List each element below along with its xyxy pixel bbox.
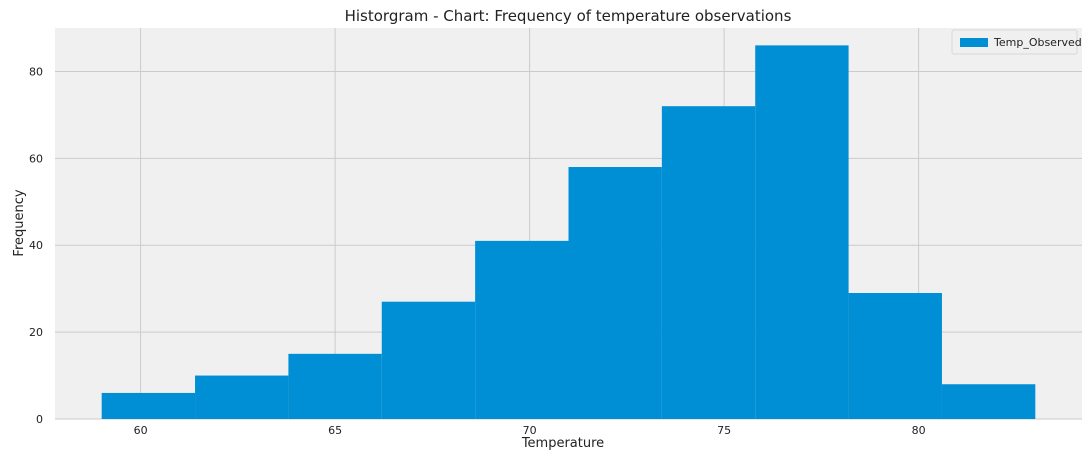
x-tick-label: 60 <box>134 424 148 437</box>
histogram-bars <box>101 45 1036 419</box>
histogram-bar <box>288 353 382 419</box>
y-axis-ticks: 0 20 40 60 80 <box>29 65 43 426</box>
legend-swatch <box>960 38 988 47</box>
y-tick-label: 60 <box>29 152 43 165</box>
chart-title: Historgram - Chart: Frequency of tempera… <box>345 7 792 25</box>
y-tick-label: 80 <box>29 65 43 78</box>
histogram-bar <box>568 167 662 419</box>
histogram-bar <box>848 293 942 419</box>
histogram-bar <box>101 392 196 419</box>
x-tick-label: 75 <box>717 424 731 437</box>
histogram-bar <box>195 375 289 419</box>
x-tick-label: 65 <box>328 424 342 437</box>
x-axis-ticks: 60 65 70 75 80 <box>134 424 926 437</box>
histogram-bar <box>661 106 756 419</box>
y-tick-label: 0 <box>36 413 43 426</box>
histogram-bar <box>381 301 476 419</box>
x-tick-label: 80 <box>912 424 926 437</box>
x-axis-label: Temperature <box>521 436 604 451</box>
histogram-bar <box>475 240 569 419</box>
y-tick-label: 40 <box>29 239 43 252</box>
legend-label: Temp_Observed <box>993 36 1082 49</box>
x-tick-label: 70 <box>523 424 537 437</box>
histogram-bar <box>941 384 1036 419</box>
y-axis-label: Frequency <box>12 189 27 256</box>
histogram-bar <box>755 45 849 419</box>
legend: Temp_Observed <box>951 29 1082 55</box>
y-tick-label: 20 <box>29 326 43 339</box>
legend-box <box>951 29 1078 55</box>
